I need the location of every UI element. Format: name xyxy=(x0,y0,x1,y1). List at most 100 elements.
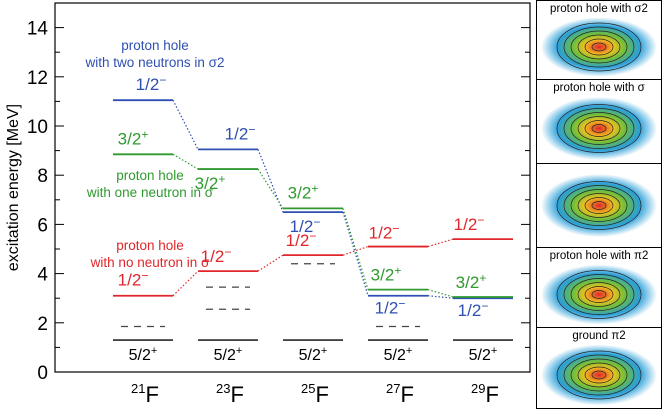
contour-line xyxy=(577,116,621,141)
level-label: 1/2− xyxy=(369,222,400,243)
level-label: 3/2+ xyxy=(371,264,402,285)
y-tick-label: 4 xyxy=(37,265,48,286)
contour-line xyxy=(591,370,607,380)
panel-title: ground π2 xyxy=(572,330,626,342)
level-connector xyxy=(172,99,199,150)
level-label: 1/2− xyxy=(290,215,321,236)
contour-line xyxy=(577,193,621,218)
density-panel: proton hole with σ xyxy=(536,79,662,164)
level-connector xyxy=(427,238,454,248)
contour-line xyxy=(591,42,607,52)
y-tick-label: 14 xyxy=(27,19,49,40)
contour-line xyxy=(584,366,614,384)
density-plot xyxy=(541,173,657,238)
contour-line xyxy=(556,270,642,319)
level-label: 1/2− xyxy=(136,73,167,94)
density-blob xyxy=(541,344,657,406)
contour-line xyxy=(556,22,642,72)
contour-line xyxy=(591,290,607,299)
level-label: 1/2− xyxy=(286,229,317,250)
ground-state-label: 5/2+ xyxy=(469,345,498,364)
density-blob xyxy=(541,17,657,77)
contour-line xyxy=(584,286,614,303)
contour-line xyxy=(577,282,621,307)
level-connector xyxy=(342,211,369,296)
contour-line xyxy=(570,189,628,222)
ground-state-label: 5/2+ xyxy=(129,345,158,364)
y-tick-label: 12 xyxy=(27,68,48,89)
density-plot xyxy=(541,96,657,161)
contour-line xyxy=(570,112,628,145)
level-lines: 5/2+ 5/2+ 5/2+ 5/2+ 5/2+ xyxy=(113,99,513,364)
panel-title: proton hole with σ2 xyxy=(550,3,648,15)
contour-line xyxy=(570,278,628,311)
level-connector xyxy=(427,289,454,298)
annotations: proton hole with two neutrons in σ2 proton… xyxy=(85,38,225,270)
contour-line xyxy=(556,350,642,400)
contour-line xyxy=(556,181,642,230)
y-tick-label: 10 xyxy=(27,117,48,138)
contour-line xyxy=(556,104,642,153)
contour-line xyxy=(563,354,635,396)
contour-line xyxy=(563,26,635,68)
contour-line xyxy=(591,124,607,133)
y-tick-label: 6 xyxy=(37,215,48,236)
density-blob xyxy=(541,264,657,325)
level-label: 1/2− xyxy=(201,245,232,266)
level-label: 1/2− xyxy=(454,213,485,234)
contour-line xyxy=(577,34,621,60)
density-plot xyxy=(541,264,657,325)
annotation-green-line1: proton hole xyxy=(116,168,184,183)
contour-line xyxy=(577,362,621,388)
plot-frame xyxy=(54,2,531,373)
density-panel: ground π2 xyxy=(536,327,662,409)
annotation-red-line1: proton hole xyxy=(116,238,184,253)
y-tick-label: 0 xyxy=(37,363,48,384)
contour-line xyxy=(570,358,628,392)
annotation-blue-line1: proton hole xyxy=(121,38,189,53)
axis-ticks: 0 2 4 6 8 10 12 14 excitation energy [MeV] 21F 23F… xyxy=(5,2,530,407)
level-connector xyxy=(342,245,369,256)
annotation-red-line2: with no neutron in σ xyxy=(90,255,210,270)
x-category-label: 23F xyxy=(216,381,244,407)
level-connector xyxy=(342,208,369,290)
density-panel: proton hole with π2 xyxy=(536,247,662,328)
level-label: 3/2+ xyxy=(118,127,149,148)
panel-title: proton hole with π2 xyxy=(549,250,649,262)
x-category-label: 21F xyxy=(131,381,159,407)
level-label: 3/2+ xyxy=(195,172,226,193)
annotation-green-line2: with one neutron in σ xyxy=(86,185,214,200)
level-label: 1/2− xyxy=(458,299,489,320)
plot-border xyxy=(54,2,531,373)
level-connector xyxy=(257,254,284,272)
annotation-blue-line2: with two neutrons in σ2 xyxy=(85,55,225,70)
x-category-label: 27F xyxy=(386,381,414,407)
y-tick-label: 2 xyxy=(37,314,48,335)
ground-state-label: 5/2+ xyxy=(214,345,243,364)
level-labels: 1/2−1/2−1/2−1/2− 1/2−3/2+3/2+3/2+3/2+3/2+… xyxy=(118,73,489,320)
density-panels: proton hole with σ2 proton hole with σ pro… xyxy=(536,0,663,409)
density-blob xyxy=(541,96,657,161)
y-tick-label: 8 xyxy=(37,166,48,187)
density-plot xyxy=(541,344,657,406)
x-category-label: 25F xyxy=(301,381,329,407)
level-connector xyxy=(257,168,284,209)
level-scheme-chart: 0 2 4 6 8 10 12 14 excitation energy [MeV] 21F 23F… xyxy=(5,2,531,407)
ground-state-label: 5/2+ xyxy=(384,345,413,364)
contour-line xyxy=(563,274,635,315)
contour-line xyxy=(563,185,635,226)
level-label: 1/2− xyxy=(118,269,149,290)
contour-line xyxy=(563,108,635,149)
level-label: 1/2− xyxy=(225,122,256,143)
level-connector xyxy=(172,270,199,297)
density-plot xyxy=(541,17,657,77)
density-blob xyxy=(541,173,657,238)
x-category-label: 29F xyxy=(471,381,499,407)
density-panel: proton hole with σ2 xyxy=(536,0,662,80)
contour-line xyxy=(570,30,628,64)
contour-line xyxy=(584,197,614,214)
ground-state-label: 5/2+ xyxy=(299,345,328,364)
level-label: 3/2+ xyxy=(456,271,487,292)
contour-line xyxy=(584,120,614,137)
level-connector xyxy=(172,153,199,170)
